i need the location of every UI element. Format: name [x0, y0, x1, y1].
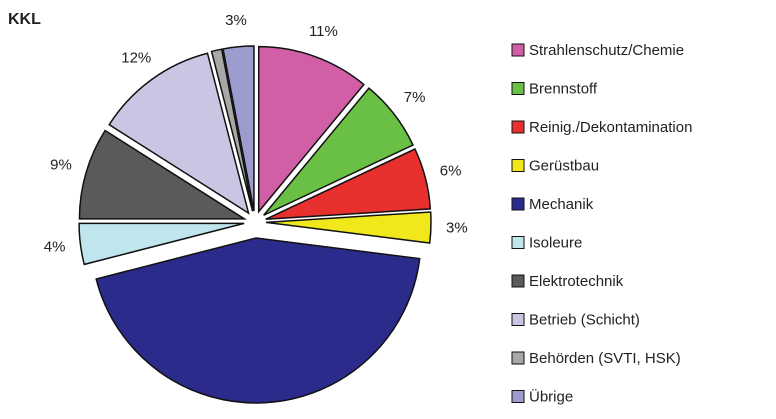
pie-slice: [108, 52, 250, 215]
chart-title: KKL: [8, 11, 41, 28]
pie-slice: [222, 45, 255, 212]
pie-slice: [78, 222, 245, 266]
legend-label: Elektrotechnik: [529, 273, 624, 290]
legend-swatch: [511, 159, 525, 172]
pie-slice: [95, 237, 421, 404]
legend-swatch: [511, 351, 525, 365]
legend-label: Reinig./Dekontamination: [529, 119, 692, 136]
legend-swatch: [511, 390, 525, 403]
legend-label: Gerüstbau: [529, 157, 599, 174]
data-label: 3%: [225, 12, 247, 29]
pie-slice: [265, 148, 432, 221]
data-label: 7%: [404, 89, 426, 106]
pie-slice: [263, 87, 414, 216]
legend-label: Behörden (SVTI, HSK): [529, 350, 681, 367]
legend-swatch: [511, 197, 525, 211]
legend-swatch: [511, 82, 525, 95]
data-label: 9%: [50, 157, 72, 174]
pie-slice: [265, 211, 432, 244]
pie-slice: [210, 48, 254, 212]
legend-label: Brennstoff: [529, 80, 598, 97]
legend-swatch: [511, 236, 525, 249]
legend-label: Betrieb (Schicht): [529, 311, 640, 328]
pie-slice: [78, 129, 248, 220]
legend-swatch: [511, 120, 525, 134]
legend-label: Strahlenschutz/Chemie: [529, 42, 684, 59]
data-label: 4%: [44, 238, 66, 255]
legend-swatch: [511, 313, 525, 326]
legend-label: Übrige: [529, 387, 573, 405]
legend-label: Isoleure: [529, 234, 582, 251]
data-label: 3%: [446, 219, 468, 236]
pie-slice: [257, 45, 365, 214]
data-label: 12%: [121, 50, 151, 67]
data-label: 11%: [309, 23, 338, 40]
data-label: 6%: [440, 163, 462, 180]
legend-label: Mechanik: [529, 196, 594, 213]
legend-swatch: [511, 274, 525, 288]
legend-swatch: [511, 43, 525, 57]
